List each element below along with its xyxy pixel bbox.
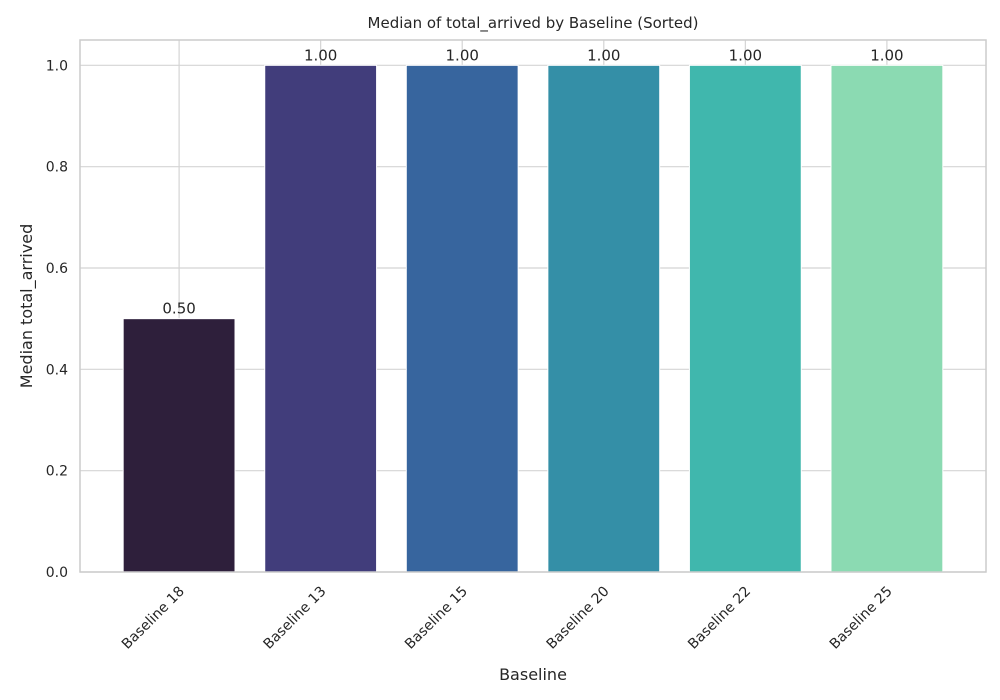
- x-tick-label: Baseline 20: [544, 584, 613, 653]
- x-tick-label: Baseline 18: [119, 584, 188, 653]
- bars: [122, 64, 944, 573]
- x-axis-ticks: Baseline 18 Baseline 13 Baseline 15 Baselin…: [119, 584, 896, 653]
- bar: [830, 64, 944, 573]
- bar-value-label: 0.50: [162, 300, 195, 318]
- x-tick-label: Baseline 13: [260, 584, 329, 653]
- y-tick-label: 0.4: [46, 362, 68, 378]
- y-tick-label: 0.0: [46, 565, 68, 581]
- x-tick-label: Baseline 22: [685, 584, 754, 653]
- x-tick-label: Baseline 25: [827, 584, 896, 653]
- y-axis-label: Median total_arrived: [17, 224, 37, 388]
- plot-frame: [79, 39, 987, 573]
- bar: [122, 318, 236, 573]
- bar: [264, 64, 378, 573]
- y-axis-ticks: 0.0 0.2 0.4 0.6 0.8 1.0: [46, 58, 68, 581]
- bar-value-label: 1.00: [870, 46, 903, 64]
- y-tick-label: 0.6: [46, 261, 68, 277]
- bar-value-label: 1.00: [587, 46, 620, 64]
- data-labels: 0.50 1.00 1.00 1.00 1.00 1.00: [162, 46, 903, 317]
- bar: [405, 64, 519, 573]
- chart-title: Median of total_arrived by Baseline (Sor…: [368, 14, 699, 33]
- y-tick-label: 0.8: [46, 160, 68, 176]
- x-tick-label: Baseline 15: [402, 584, 471, 653]
- y-tick-label: 1.0: [46, 58, 68, 74]
- bar: [547, 64, 661, 573]
- y-tick-label: 0.2: [46, 464, 68, 480]
- x-axis-label: Baseline: [499, 665, 567, 684]
- bar-value-label: 1.00: [304, 46, 337, 64]
- bar: [688, 64, 802, 573]
- bar-value-label: 1.00: [446, 46, 479, 64]
- bar-value-label: 1.00: [729, 46, 762, 64]
